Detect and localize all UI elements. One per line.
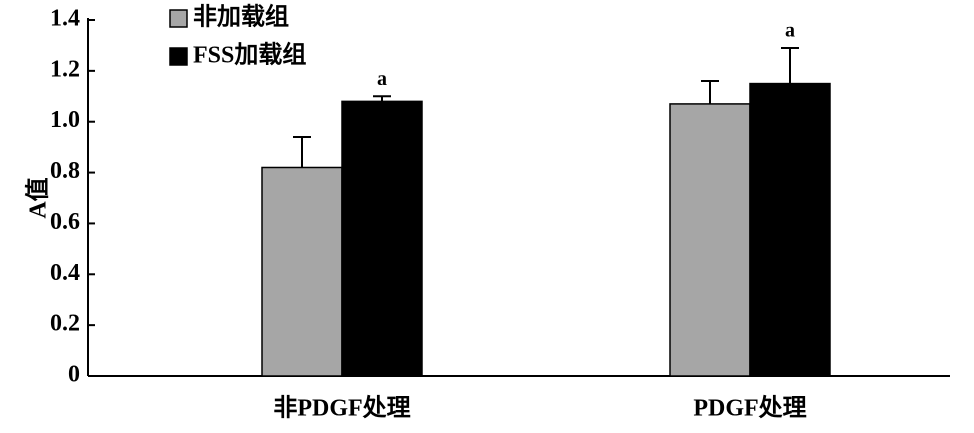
bar <box>669 103 751 377</box>
y-tick-label: 0.8 <box>50 158 80 184</box>
legend-swatch <box>169 9 188 28</box>
y-tick-label: 0 <box>68 362 80 388</box>
legend-label: 非加载组 <box>193 4 289 31</box>
legend-label: FSS加载组 <box>193 42 306 69</box>
bar <box>261 166 343 377</box>
y-axis-label: A值 <box>24 177 52 218</box>
y-tick-label: 0.6 <box>50 209 80 235</box>
y-tick-label: 0.4 <box>50 260 80 286</box>
annotation: a <box>377 68 387 90</box>
bar <box>749 82 831 377</box>
y-tick-label: 1.4 <box>50 6 80 32</box>
legend-swatch <box>169 47 188 66</box>
y-tick-label: 1.2 <box>50 56 80 82</box>
annotation: a <box>785 20 795 42</box>
x-tick-label: PDGF处理 <box>693 395 806 422</box>
bar <box>341 100 423 377</box>
y-tick-label: 0.2 <box>50 311 80 337</box>
y-tick-label: 1.0 <box>50 107 80 133</box>
x-tick-label: 非PDGF处理 <box>273 395 410 422</box>
